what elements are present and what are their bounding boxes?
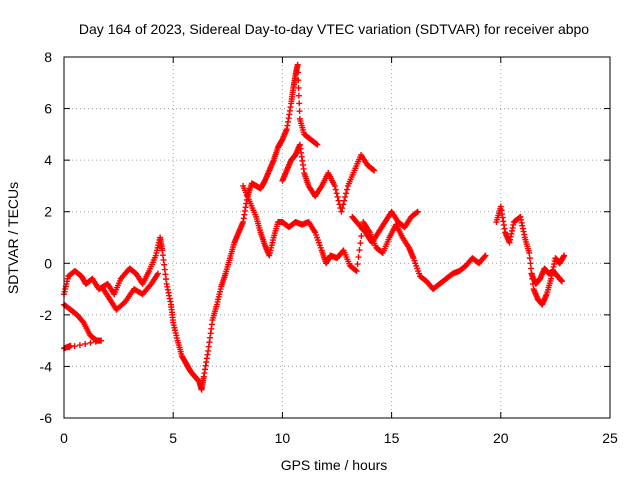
data-point-trace-e — [338, 208, 345, 215]
data-point-trace-a — [296, 108, 303, 115]
x-axis-label: GPS time / hours — [281, 457, 388, 473]
data-point-trace-g — [526, 249, 533, 256]
data-point-trace-e — [342, 193, 349, 200]
data-point-trace-d — [481, 253, 488, 260]
data-point-trace-e — [371, 167, 378, 174]
y-tick-label: 2 — [44, 204, 52, 220]
x-tick-label: 25 — [602, 430, 618, 446]
data-point-trace-e — [343, 190, 350, 197]
data-point-trace-b — [92, 338, 99, 345]
data-point-trace-a — [295, 69, 301, 76]
x-tick-label: 10 — [275, 430, 291, 446]
data-point-trace-d — [352, 267, 359, 274]
data-point-trace-d — [353, 268, 360, 275]
data-point-trace-b — [98, 337, 105, 344]
data-point-trace-d — [356, 247, 363, 254]
y-tick-label: -6 — [40, 410, 53, 426]
data-point-trace-a — [295, 92, 302, 99]
y-tick-label: 6 — [44, 101, 52, 117]
data-point-trace-g — [526, 255, 533, 262]
y-tick-label: -2 — [40, 307, 53, 323]
data-point-trace-f — [413, 209, 420, 216]
data-point-trace-d — [358, 233, 365, 240]
data-point-trace-d — [482, 252, 489, 259]
data-point-trace-b — [67, 342, 74, 349]
data-point-trace-d — [357, 240, 364, 247]
y-tick-label: 4 — [44, 152, 52, 168]
data-point-trace-e — [331, 182, 338, 189]
tick-layer: 0 5 10 15 20 25 -6 -4 -2 0 2 4 6 8 — [40, 49, 618, 446]
data-point-trace-e — [339, 205, 346, 212]
data-point-trace-e — [370, 166, 377, 173]
chart-title: Day 164 of 2023, Sidereal Day-to-day VTE… — [79, 21, 589, 37]
plot-frame — [63, 56, 611, 419]
data-point-trace-e — [343, 186, 350, 193]
data-point-trace-a — [296, 100, 303, 107]
data-point-trace-d — [355, 254, 362, 261]
y-tick-label: 8 — [44, 49, 52, 65]
x-tick-label: 20 — [493, 430, 509, 446]
points-layer — [61, 61, 568, 393]
data-point-trace-d — [354, 261, 361, 268]
data-point-trace-e — [332, 186, 339, 193]
x-tick-label: 15 — [384, 430, 400, 446]
data-point-trace-e — [341, 197, 348, 204]
data-point-trace-e — [335, 197, 342, 204]
x-tick-label: 5 — [169, 430, 177, 446]
y-tick-label: -4 — [40, 358, 53, 374]
data-point-trace-e — [334, 193, 341, 200]
data-point-trace-a — [294, 61, 301, 68]
data-point-trace-a — [295, 84, 302, 91]
data-point-trace-h — [558, 278, 565, 285]
x-tick-label: 0 — [60, 430, 68, 446]
data-point-trace-b — [87, 339, 94, 346]
data-point-trace-g — [527, 260, 534, 267]
data-point-trace-g — [528, 265, 535, 272]
data-point-trace-b — [82, 340, 89, 347]
y-axis-label: SDTVAR / TECUs — [5, 182, 21, 294]
data-point-trace-f — [414, 208, 421, 215]
data-point-trace-e — [333, 190, 340, 197]
data-point-trace-a — [313, 140, 320, 147]
y-tick-label: 0 — [44, 255, 52, 271]
data-point-trace-b — [76, 342, 83, 349]
data-point-trace-a — [314, 141, 321, 148]
data-point-trace-c — [154, 270, 161, 277]
data-point-trace-g — [561, 252, 568, 259]
data-point-trace-a — [295, 77, 302, 84]
data-point-trace-e — [340, 201, 347, 208]
